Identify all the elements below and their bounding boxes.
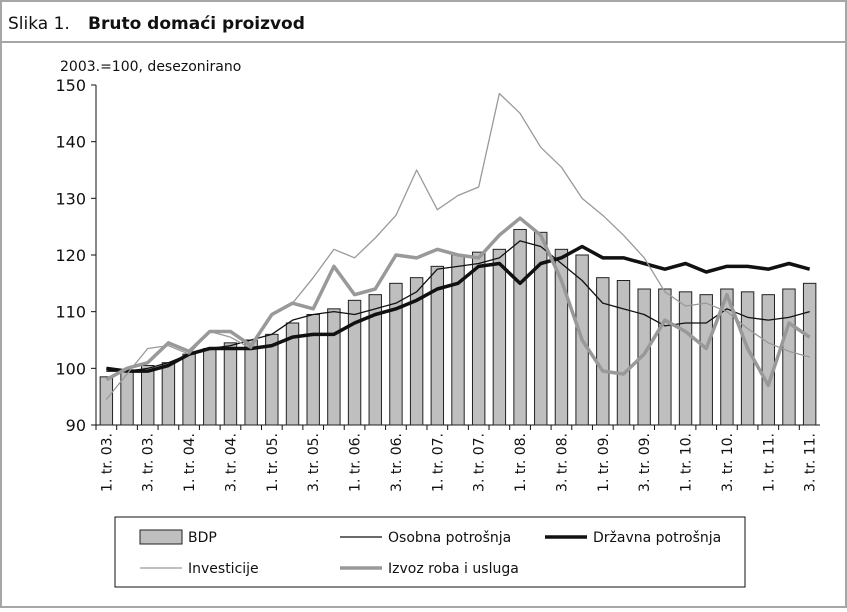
bar [513, 229, 527, 426]
legend-label: Državna potrošnja [593, 530, 721, 546]
x-tick-label: 1. tr. 06. [348, 433, 364, 492]
x-tick-label: 1. tr. 09. [596, 433, 612, 492]
x-tick-label: 1. tr. 03. [99, 433, 115, 492]
x-tick-label: 3. tr. 10. [720, 433, 736, 492]
bar [616, 280, 631, 426]
bar [430, 265, 445, 426]
bar [244, 339, 258, 426]
x-tick-label: 1. tr. 07. [430, 433, 446, 492]
bar [720, 288, 734, 426]
bar [182, 353, 196, 426]
x-tick-label: 3. tr. 04. [223, 433, 239, 492]
bar [471, 251, 486, 426]
bar [389, 282, 403, 426]
x-tick-label: 1. tr. 10. [679, 433, 695, 492]
bar [161, 362, 176, 426]
y-tick-label: 140 [55, 133, 86, 152]
bar [368, 294, 382, 426]
x-tick-label: 1. tr. 04. [182, 433, 198, 492]
bar [699, 294, 713, 426]
y-tick-label: 120 [55, 246, 86, 265]
chart-title: Bruto domaći proizvod [88, 14, 305, 34]
bar [534, 231, 548, 426]
legend-label: Izvoz roba i usluga [388, 561, 519, 577]
x-tick-label: 3. tr. 07. [472, 433, 488, 492]
legend-box [114, 516, 746, 588]
bar [347, 299, 362, 426]
bar [223, 342, 238, 426]
x-tick-label: 3. tr. 05. [306, 433, 322, 492]
figure-label: Slika 1. [8, 14, 70, 34]
x-tick-label: 3. tr. 09. [637, 433, 653, 492]
bar [306, 314, 320, 426]
bar [802, 282, 817, 426]
line [106, 240, 810, 372]
line [105, 216, 811, 388]
bar [637, 288, 651, 426]
bar [141, 365, 155, 426]
y-tick-label: 150 [55, 76, 86, 95]
bar [658, 288, 672, 426]
x-tick-label: 3. tr. 03. [141, 433, 157, 492]
x-tick-label: 3. tr. 08. [554, 433, 570, 492]
bar [761, 294, 775, 426]
bar [678, 291, 693, 426]
legend-label: BDP [188, 530, 217, 546]
line [105, 92, 810, 400]
x-tick-label: 3. tr. 11. [803, 433, 819, 492]
bar [596, 277, 610, 426]
x-tick-label: 1. tr. 08. [513, 433, 529, 492]
y-tick-label: 110 [55, 303, 86, 322]
y-tick-label: 130 [55, 189, 86, 208]
bar [99, 376, 114, 426]
bar [782, 288, 796, 426]
bar [285, 322, 300, 426]
subtitle: 2003.=100, desezonirano [60, 59, 241, 75]
bar [409, 277, 424, 426]
legend-swatch [139, 529, 183, 545]
x-tick-label: 1. tr. 05. [265, 433, 281, 492]
legend-label: Investicije [188, 561, 259, 577]
line [106, 244, 811, 373]
bar [554, 248, 569, 426]
y-tick-label: 90 [66, 416, 86, 435]
legend-label: Osobna potrošnja [388, 530, 511, 546]
x-tick-label: 3. tr. 06. [389, 433, 405, 492]
bar [327, 308, 341, 426]
bar [203, 348, 217, 426]
x-tick-label: 1. tr. 11. [761, 433, 777, 492]
bar [492, 248, 507, 426]
y-tick-label: 100 [55, 359, 86, 378]
